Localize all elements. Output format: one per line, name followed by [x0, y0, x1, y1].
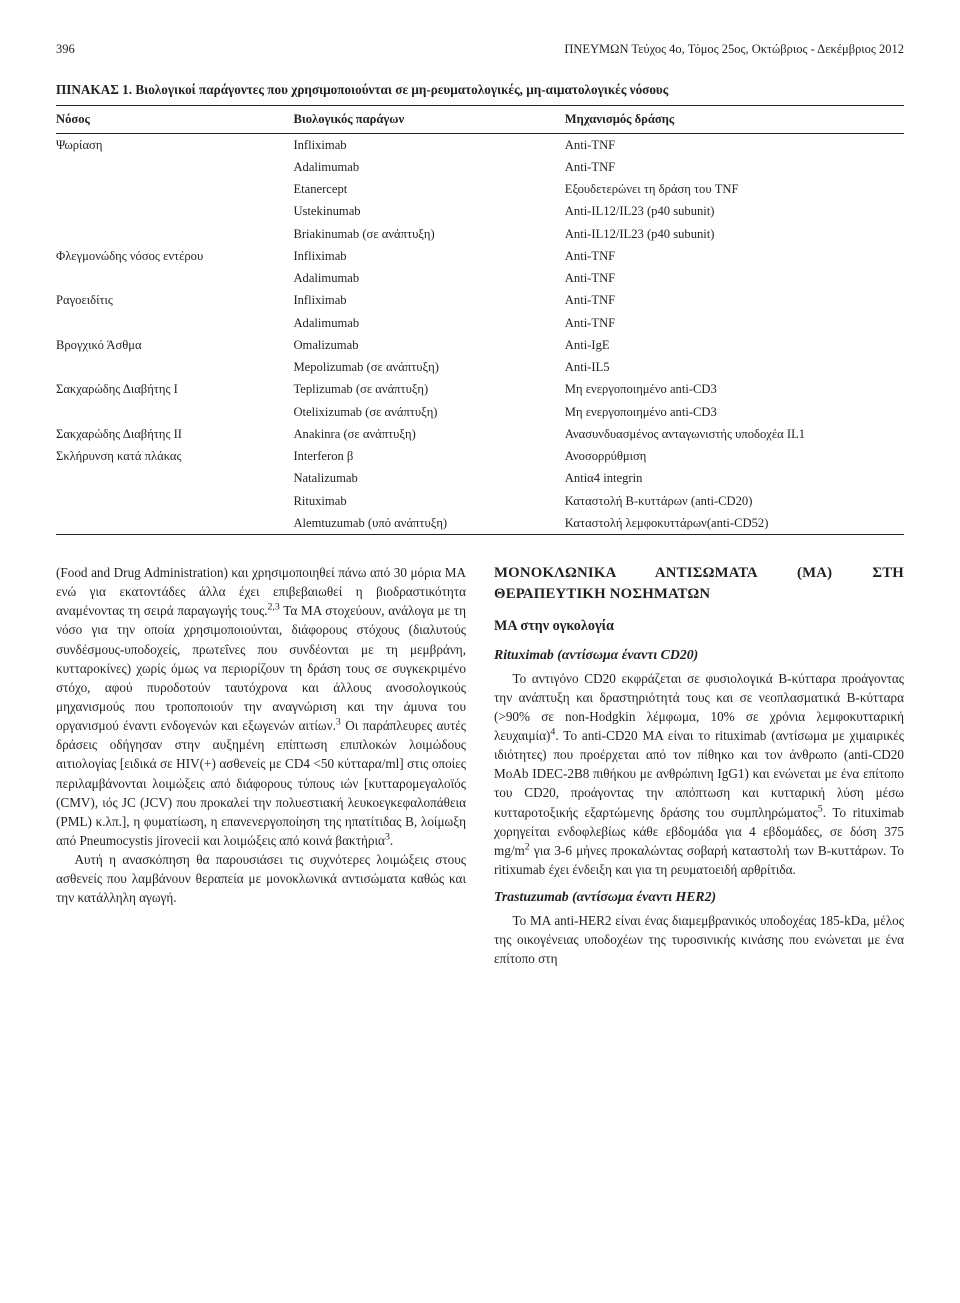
subsection-heading: ΜΑ στην ογκολογία — [494, 616, 904, 637]
table-row: Σακχαρώδης Διαβήτης IIAnakinra (σε ανάπτ… — [56, 423, 904, 445]
left-paragraph-2: Αυτή η ανασκόπηση θα παρουσιάσει τις συχ… — [56, 850, 466, 907]
col-header-mechanism: Μηχανισμός δράσης — [565, 106, 904, 133]
right-paragraph-1: Το αντιγόνο CD20 εκφράζεται σε φυσιολογι… — [494, 669, 904, 880]
ref-sup: 3 — [385, 832, 390, 843]
table-cell: Alemtuzumab (υπό ανάπτυξη) — [293, 512, 564, 535]
col-header-agent: Βιολογικός παράγων — [293, 106, 564, 133]
table-row: ΡαγοειδίτιςInfliximabAnti-TNF — [56, 289, 904, 311]
table-cell: Μη ενεργοποιημένο anti-CD3 — [565, 401, 904, 423]
table-cell: Omalizumab — [293, 334, 564, 356]
two-column-body: (Food and Drug Administration) και χρησι… — [56, 563, 904, 968]
table-cell: Anti-TNF — [565, 245, 904, 267]
table-cell: Καταστολή λεμφοκυττάρων(anti-CD52) — [565, 512, 904, 535]
text-run: Οι παράπλευρες αυτές δράσεις οδήγησαν στ… — [56, 718, 466, 848]
table-cell: Anti-IgE — [565, 334, 904, 356]
table-cell: Adalimumab — [293, 312, 564, 334]
table-cell: Anti-TNF — [565, 133, 904, 156]
table-row: Briakinumab (σε ανάπτυξη)Anti-IL12/IL23 … — [56, 223, 904, 245]
subsubsection-heading: Rituximab (αντίσωμα έναντι CD20) — [494, 645, 904, 665]
table-row: AdalimumabAnti-TNF — [56, 312, 904, 334]
table-cell: Mepolizumab (σε ανάπτυξη) — [293, 356, 564, 378]
table-cell: Natalizumab — [293, 467, 564, 489]
table-cell — [56, 178, 293, 200]
right-paragraph-2: Το ΜΑ anti-HER2 είναι ένας διαμεμβρανικό… — [494, 911, 904, 968]
table-cell: Otelixizumab (σε ανάπτυξη) — [293, 401, 564, 423]
table-cell: Ustekinumab — [293, 200, 564, 222]
table-cell: Infliximab — [293, 245, 564, 267]
table-cell: Anti-TNF — [565, 267, 904, 289]
table-cell: Ανοσορρύθμιση — [565, 445, 904, 467]
left-paragraph-1: (Food and Drug Administration) και χρησι… — [56, 563, 466, 850]
table-cell: Anakinra (σε ανάπτυξη) — [293, 423, 564, 445]
table-cell: Ανασυνδυασμένος ανταγωνιστής υποδοχέα IL… — [565, 423, 904, 445]
table-cell — [56, 512, 293, 535]
table-cell: Anti-TNF — [565, 289, 904, 311]
table-row: RituximabΚαταστολή Β-κυττάρων (anti-CD20… — [56, 490, 904, 512]
table-cell: Anti-TNF — [565, 312, 904, 334]
table-row: Otelixizumab (σε ανάπτυξη)Μη ενεργοποιημ… — [56, 401, 904, 423]
page-header: 396 ΠΝΕΥΜΩΝ Τεύχος 4ο, Τόμος 25ος, Οκτώβ… — [56, 40, 904, 58]
table-row: ΨωρίασηInfliximabAnti-TNF — [56, 133, 904, 156]
text-run: Τα ΜΑ στοχεύουν, ανάλογα με τη νόσο για … — [56, 603, 466, 733]
ref-sup: 2,3 — [267, 602, 279, 613]
table-row: AdalimumabAnti-TNF — [56, 267, 904, 289]
table-row: Σκλήρυνση κατά πλάκαςInterferon βΑνοσορρ… — [56, 445, 904, 467]
table-row: NatalizumabAntiα4 integrin — [56, 467, 904, 489]
table-cell — [56, 467, 293, 489]
table-title: ΠΙΝΑΚΑΣ 1. Βιολογικοί παράγοντες που χρη… — [56, 80, 904, 99]
table-cell: Rituximab — [293, 490, 564, 512]
journal-ref: ΠΝΕΥΜΩΝ Τεύχος 4ο, Τόμος 25ος, Οκτώβριος… — [564, 40, 904, 58]
table-cell: Βρογχικό Άσθμα — [56, 334, 293, 356]
table-cell: Ψωρίαση — [56, 133, 293, 156]
table-cell — [56, 490, 293, 512]
table-cell — [56, 267, 293, 289]
table-cell — [56, 312, 293, 334]
table-row: Φλεγμονώδης νόσος εντέρουInfliximabAnti-… — [56, 245, 904, 267]
table-cell: Adalimumab — [293, 267, 564, 289]
table-cell: Briakinumab (σε ανάπτυξη) — [293, 223, 564, 245]
table-cell: Infliximab — [293, 289, 564, 311]
table-cell: Μη ενεργοποιημένο anti-CD3 — [565, 378, 904, 400]
table-cell: Σακχαρώδης Διαβήτης I — [56, 378, 293, 400]
table-cell: Anti-IL5 — [565, 356, 904, 378]
table-cell: Φλεγμονώδης νόσος εντέρου — [56, 245, 293, 267]
table-cell: Εξουδετερώνει τη δράση του TNF — [565, 178, 904, 200]
table-cell: Καταστολή Β-κυττάρων (anti-CD20) — [565, 490, 904, 512]
table-header-row: Νόσος Βιολογικός παράγων Μηχανισμός δράσ… — [56, 106, 904, 133]
table-cell: Etanercept — [293, 178, 564, 200]
subsubsection-heading-2: Trastuzumab (αντίσωμα έναντι HER2) — [494, 887, 904, 907]
table-row: AdalimumabAnti-TNF — [56, 156, 904, 178]
table-row: UstekinumabAnti-IL12/IL23 (p40 subunit) — [56, 200, 904, 222]
table-row: Alemtuzumab (υπό ανάπτυξη)Καταστολή λεμφ… — [56, 512, 904, 535]
table-cell: Adalimumab — [293, 156, 564, 178]
text-run: για 3-6 μήνες προκαλώντας σοβαρή καταστο… — [494, 843, 904, 877]
table-cell: Anti-IL12/IL23 (p40 subunit) — [565, 223, 904, 245]
table-cell: Infliximab — [293, 133, 564, 156]
table-cell: Interferon β — [293, 445, 564, 467]
col-header-disease: Νόσος — [56, 106, 293, 133]
table-cell: Anti-IL12/IL23 (p40 subunit) — [565, 200, 904, 222]
right-column: ΜΟΝΟΚΛΩΝΙΚΑ ΑΝΤΙΣΩΜΑΤΑ (ΜΑ) ΣΤΗ ΘΕΡΑΠΕΥΤ… — [494, 563, 904, 968]
table-cell: Σακχαρώδης Διαβήτης II — [56, 423, 293, 445]
table-row: Mepolizumab (σε ανάπτυξη)Anti-IL5 — [56, 356, 904, 378]
table-body: ΨωρίασηInfliximabAnti-TNFAdalimumabAnti-… — [56, 133, 904, 535]
left-column: (Food and Drug Administration) και χρησι… — [56, 563, 466, 968]
table-cell — [56, 223, 293, 245]
table-cell — [56, 356, 293, 378]
table-cell: Teplizumab (σε ανάπτυξη) — [293, 378, 564, 400]
table-cell: Antiα4 integrin — [565, 467, 904, 489]
table-row: EtanerceptΕξουδετερώνει τη δράση του TNF — [56, 178, 904, 200]
table-cell — [56, 156, 293, 178]
table-cell: Σκλήρυνση κατά πλάκας — [56, 445, 293, 467]
table-row: Βρογχικό ΆσθμαOmalizumabAnti-IgE — [56, 334, 904, 356]
table-cell — [56, 200, 293, 222]
table-cell: Ραγοειδίτις — [56, 289, 293, 311]
section-heading: ΜΟΝΟΚΛΩΝΙΚΑ ΑΝΤΙΣΩΜΑΤΑ (ΜΑ) ΣΤΗ ΘΕΡΑΠΕΥΤ… — [494, 563, 904, 606]
biologics-table: Νόσος Βιολογικός παράγων Μηχανισμός δράσ… — [56, 105, 904, 535]
table-cell: Anti-TNF — [565, 156, 904, 178]
table-row: Σακχαρώδης Διαβήτης ITeplizumab (σε ανάπ… — [56, 378, 904, 400]
page-number: 396 — [56, 40, 75, 58]
table-cell — [56, 401, 293, 423]
